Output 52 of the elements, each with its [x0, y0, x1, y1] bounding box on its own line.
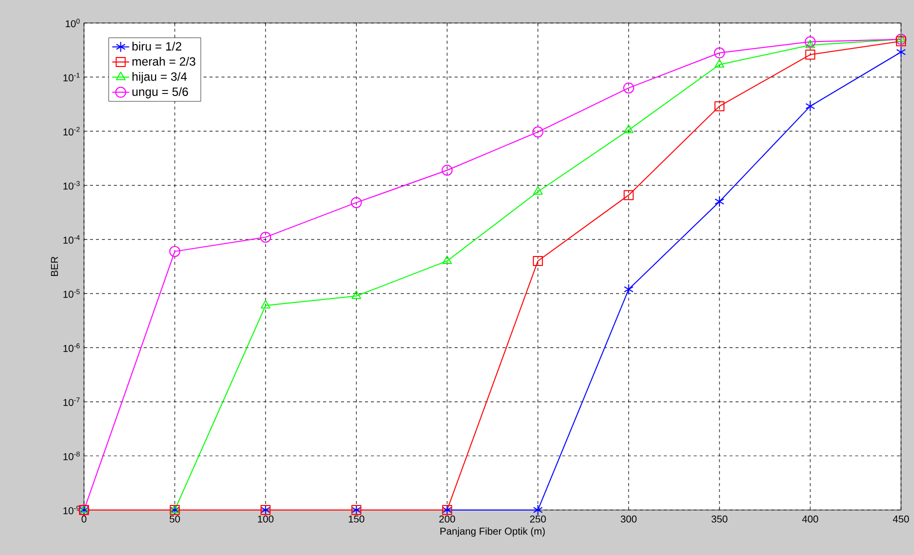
y-tick-label: 10$^{-2}$: [63, 126, 80, 136]
point: [350, 197, 362, 208]
point: [714, 59, 724, 68]
point: [714, 47, 725, 58]
x-axis-title: Panjang Fiber Optik (m): [440, 527, 545, 537]
legend-label: biru = 1/2: [132, 42, 182, 51]
point: [532, 256, 543, 266]
y-tick-label: 10$^{0}$: [66, 18, 80, 28]
x-tick-label: 0: [82, 516, 86, 523]
x-tick-label: 450: [892, 516, 909, 523]
point: [169, 246, 180, 257]
y-tick-label: 10$^{-5}$: [63, 289, 80, 298]
point: [260, 300, 270, 309]
y-tick-label: 10$^{-4}$: [63, 235, 80, 244]
point: [442, 255, 452, 264]
point: [896, 46, 906, 58]
point: [805, 100, 816, 112]
point: [805, 50, 816, 60]
point: [624, 124, 634, 134]
x-tick-label: 200: [439, 516, 456, 523]
y-axis-title: BER: [51, 256, 58, 276]
point: [624, 190, 634, 200]
point: [714, 101, 724, 112]
point: [533, 504, 543, 516]
x-tick-label: 100: [258, 516, 274, 523]
point: [896, 36, 906, 46]
point: [533, 186, 543, 195]
x-tick-label: 300: [620, 516, 637, 523]
legend-label: merah = 2/3: [132, 56, 196, 66]
y-tick-label: 10$^{-1}$: [63, 72, 80, 82]
x-tick-label: 400: [802, 516, 818, 523]
x-tick-label: 350: [712, 516, 728, 523]
point: [804, 36, 816, 48]
x-tick-label: 150: [348, 516, 364, 523]
point: [805, 40, 816, 48]
point: [352, 290, 362, 300]
x-tick-label: 250: [530, 516, 546, 523]
y-tick-label: 10$^{-7}$: [63, 398, 80, 406]
point: [714, 196, 724, 208]
point: [896, 34, 906, 42]
x-tick-label: 50: [170, 516, 180, 523]
point: [442, 164, 453, 176]
legend-label: hijau = 3/4: [132, 72, 187, 84]
legend-label: ungu = 5/6: [132, 87, 188, 98]
point: [623, 82, 634, 94]
y-tick-label: 10$^{-3}$: [63, 181, 80, 190]
point: [896, 34, 907, 45]
point: [532, 126, 544, 138]
y-tick-label: 10$^{-8}$: [63, 452, 80, 460]
point: [260, 232, 272, 243]
y-tick-label: 10$^{-6}$: [63, 343, 80, 352]
point: [624, 284, 634, 295]
